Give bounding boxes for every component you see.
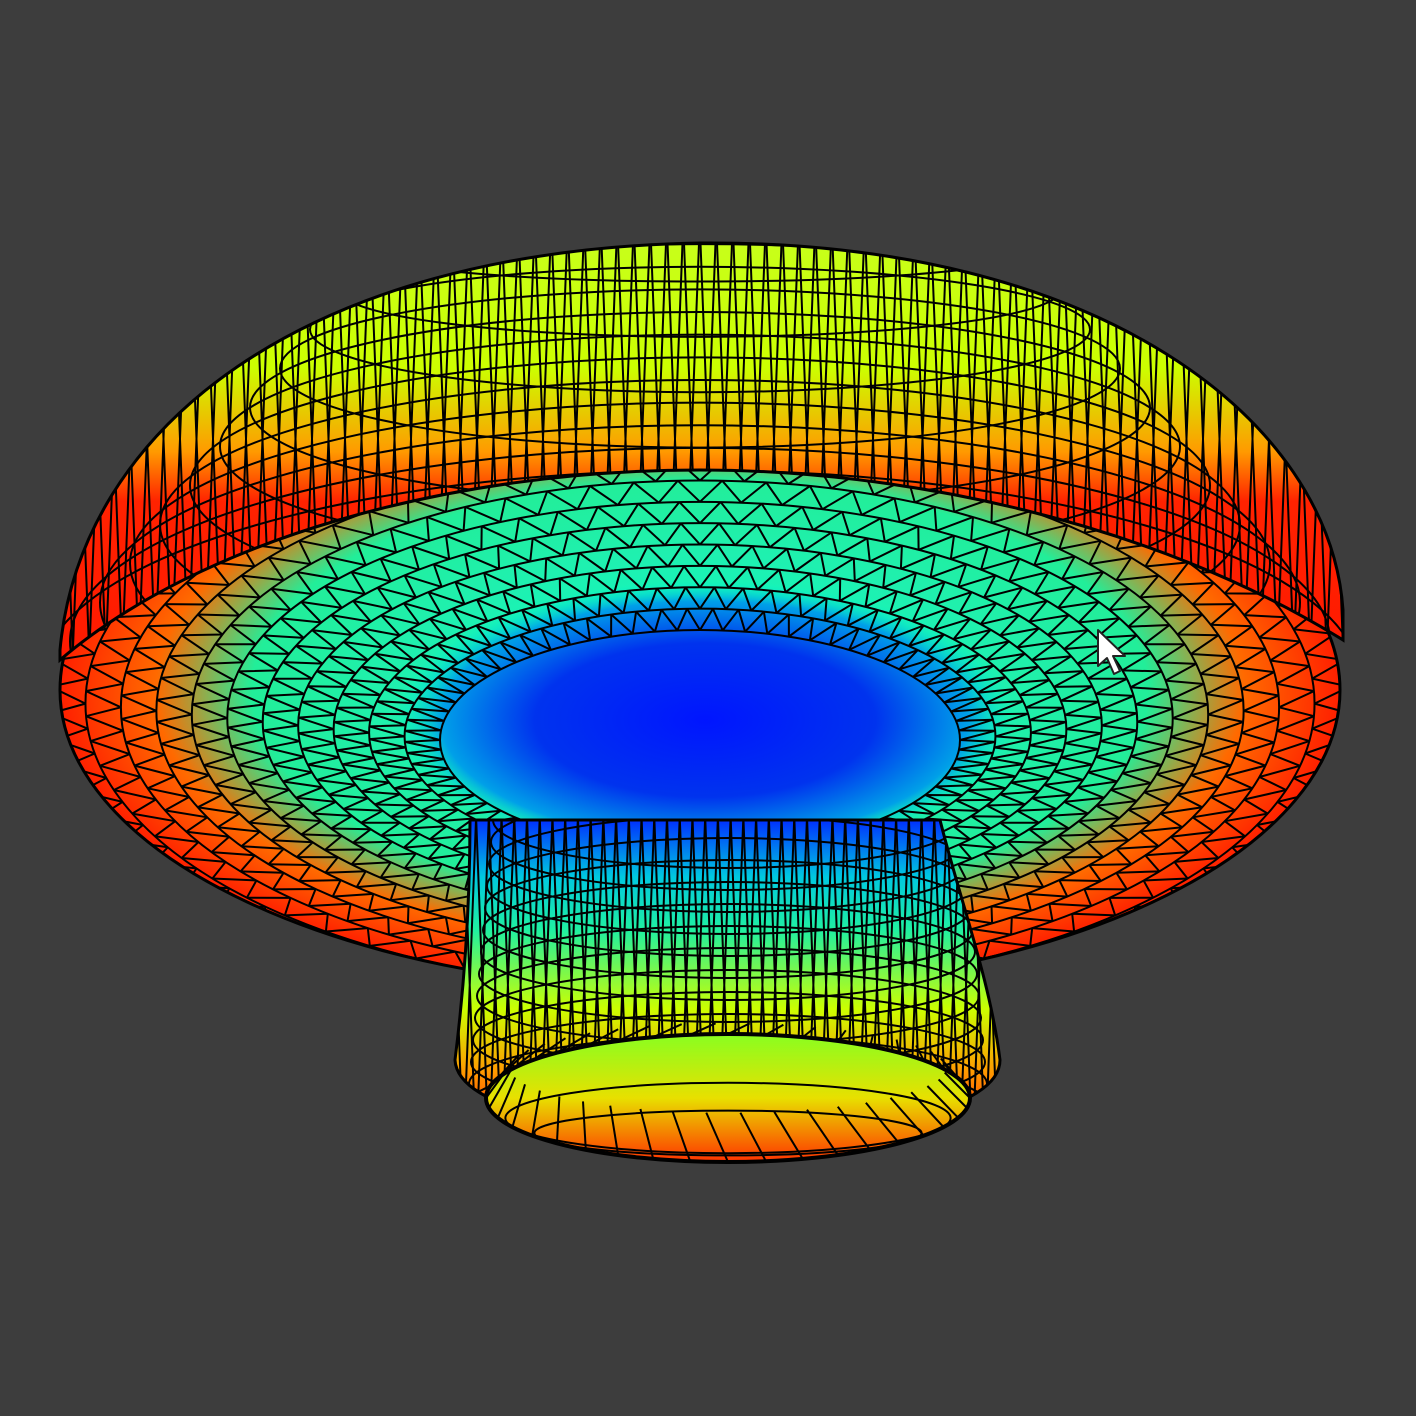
stalk [453, 818, 1002, 1164]
